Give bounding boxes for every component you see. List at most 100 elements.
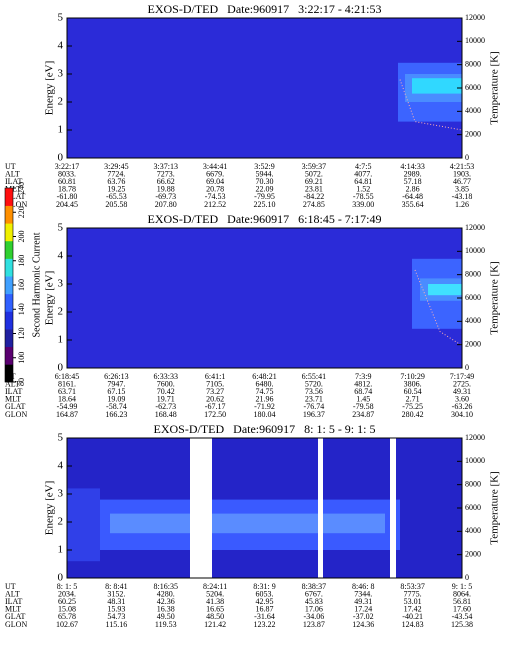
- table-cell: 339.00: [352, 200, 374, 209]
- table-cell: 17.06: [305, 605, 323, 614]
- table-cell: 164.87: [56, 410, 78, 419]
- row-label: GLAT: [5, 612, 26, 621]
- table-cell: 4:21:53: [450, 162, 474, 171]
- colorbar-segment: [5, 276, 13, 295]
- table-cell: 3:37:13: [154, 162, 178, 171]
- table-cell: 16.65: [206, 605, 224, 614]
- y-tick-label: 2: [58, 306, 64, 318]
- table-cell: 2725.: [453, 379, 471, 388]
- table-cell: 7600.: [157, 379, 175, 388]
- table-cell: 8:31: 9: [253, 582, 275, 591]
- panel-title: EXOS-D/TED Date:960917 6:18:45 - 7:17:49: [148, 212, 382, 226]
- table-cell: 123.87: [303, 620, 325, 629]
- table-cell: 3:44:41: [203, 162, 227, 171]
- table-cell: 196.37: [303, 410, 325, 419]
- table-cell: 2.86: [406, 185, 420, 194]
- table-cell: 225.10: [254, 200, 276, 209]
- table-cell: 121.42: [204, 620, 226, 629]
- table-cell: 49.31: [453, 387, 471, 396]
- colorbar-tick-label: 120: [17, 328, 26, 340]
- table-cell: 6:33:33: [154, 372, 178, 381]
- colorbar-tick-label: 160: [17, 279, 26, 291]
- colorbar-segment: [5, 188, 13, 206]
- y-tick-label: 0: [58, 362, 64, 374]
- table-cell: 57.18: [404, 177, 422, 186]
- row-label: ILAT: [5, 177, 22, 186]
- table-cell: 5072.: [305, 169, 323, 178]
- table-cell: 4:7:5: [355, 162, 371, 171]
- table-cell: 3.85: [455, 185, 469, 194]
- table-cell: 8033.: [58, 169, 76, 178]
- table-cell: 49.50: [157, 612, 175, 621]
- spectrogram: [67, 18, 462, 158]
- colorbar-tick-label: 80: [17, 378, 26, 386]
- table-cell: 16.38: [157, 605, 175, 614]
- y2-tick-label: 6000: [465, 293, 481, 302]
- table-cell: -74.53: [205, 192, 226, 201]
- y-tick-label: 3: [58, 488, 64, 500]
- table-cell: 6767.: [305, 589, 323, 598]
- table-cell: 123.22: [254, 620, 276, 629]
- y2-tick-label: 12000: [465, 13, 485, 22]
- table-cell: 66.62: [157, 177, 175, 186]
- spectrogram-feature: [67, 488, 100, 562]
- y-axis-label: Energy [eV]: [44, 481, 56, 535]
- colorbar-segment: [5, 364, 13, 383]
- colorbar-tick-label: 220: [17, 206, 26, 218]
- y2-tick-label: 4000: [465, 316, 481, 325]
- colorbar-tick-label: 240: [17, 182, 26, 194]
- table-cell: 21.96: [256, 395, 274, 404]
- table-cell: 3:52:9: [254, 162, 274, 171]
- table-cell: 212.52: [204, 200, 226, 209]
- colorbar-tick-label: 200: [17, 231, 26, 243]
- table-cell: 172.50: [204, 410, 226, 419]
- table-cell: 304.10: [451, 410, 473, 419]
- y2-tick-label: 4000: [465, 106, 481, 115]
- table-cell: 5720.: [305, 379, 323, 388]
- table-cell: 207.80: [155, 200, 177, 209]
- table-cell: 19.25: [107, 185, 125, 194]
- table-cell: 115.16: [106, 620, 128, 629]
- table-cell: 7947.: [107, 379, 125, 388]
- table-cell: 124.83: [402, 620, 424, 629]
- table-cell: 7775.: [404, 589, 422, 598]
- spectrogram-feature: [190, 438, 212, 578]
- spectrogram-feature: [318, 438, 323, 578]
- table-cell: 19.71: [157, 395, 175, 404]
- table-cell: -84.22: [304, 192, 325, 201]
- table-cell: 1.26: [455, 200, 469, 209]
- colorbar-segment: [5, 329, 13, 348]
- table-cell: -69.73: [155, 192, 176, 201]
- table-cell: -31.64: [254, 612, 275, 621]
- colorbar-segment: [5, 311, 13, 330]
- row-label: GLON: [5, 410, 27, 419]
- row-label: ALT: [5, 379, 20, 388]
- table-cell: 3.60: [455, 395, 469, 404]
- colorbar-tick-label: 180: [17, 255, 26, 267]
- table-cell: 124.36: [352, 620, 374, 629]
- table-cell: 15.93: [107, 605, 125, 614]
- table-cell: 18.78: [58, 185, 76, 194]
- table-cell: -75.25: [402, 402, 423, 411]
- table-cell: 42.95: [256, 597, 274, 606]
- table-cell: 204.45: [56, 200, 78, 209]
- table-cell: 3:29:45: [104, 162, 128, 171]
- table-cell: 125.38: [451, 620, 473, 629]
- table-cell: -62.73: [155, 402, 176, 411]
- table-cell: 4:14:33: [400, 162, 424, 171]
- y2-tick-label: 0: [465, 363, 469, 372]
- table-cell: 274.85: [303, 200, 325, 209]
- table-cell: 69.04: [206, 177, 224, 186]
- table-cell: -76.74: [304, 402, 325, 411]
- y2-tick-label: 6000: [465, 83, 481, 92]
- table-cell: 8:46: 8: [352, 582, 374, 591]
- table-cell: -40.21: [402, 612, 423, 621]
- colorbar-segment: [5, 258, 13, 277]
- table-cell: 19.09: [107, 395, 125, 404]
- table-cell: -63.26: [452, 402, 473, 411]
- panel-title: EXOS-D/TED Date:960917 3:22:17 - 4:21:53: [148, 2, 382, 16]
- table-cell: 60.25: [58, 597, 76, 606]
- table-cell: 17.42: [404, 605, 422, 614]
- y2-tick-label: 8000: [465, 59, 481, 68]
